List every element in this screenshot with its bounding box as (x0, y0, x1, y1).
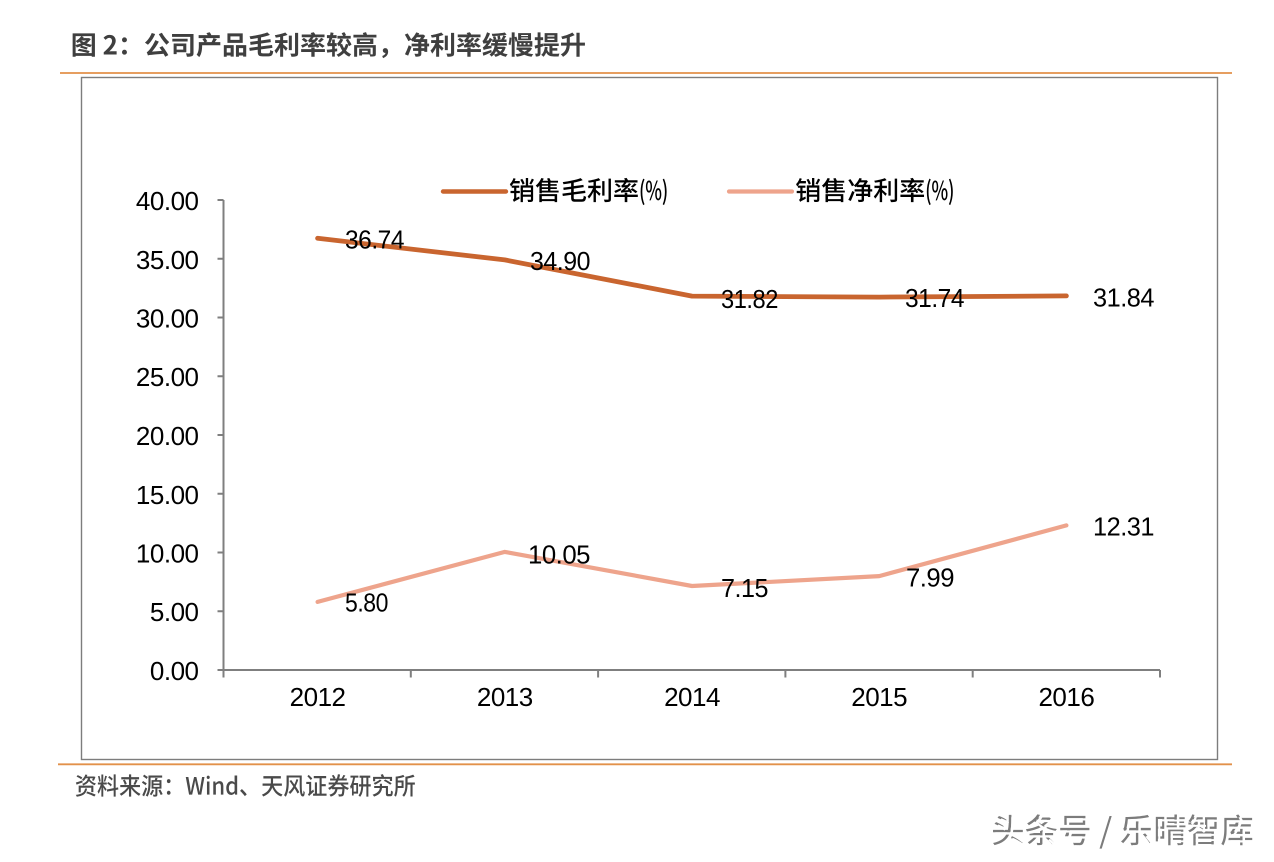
svg-text:5.00: 5.00 (150, 597, 199, 627)
svg-text:35.00: 35.00 (136, 245, 199, 275)
svg-text:2016: 2016 (1038, 682, 1094, 712)
svg-text:20.00: 20.00 (136, 421, 199, 451)
svg-text:31.82: 31.82 (721, 284, 778, 314)
svg-text:40.00: 40.00 (136, 186, 199, 216)
svg-text:5.80: 5.80 (345, 587, 388, 617)
svg-text:10.05: 10.05 (528, 539, 590, 569)
svg-text:7.99: 7.99 (906, 562, 954, 592)
svg-text:25.00: 25.00 (136, 362, 199, 392)
svg-text:31.84: 31.84 (1093, 282, 1154, 312)
svg-text:0.00: 0.00 (150, 656, 199, 686)
svg-text:34.90: 34.90 (530, 246, 590, 276)
svg-text:2012: 2012 (290, 682, 346, 712)
svg-text:2014: 2014 (664, 682, 720, 712)
svg-text:10.00: 10.00 (136, 539, 199, 569)
svg-text:36.74: 36.74 (345, 224, 404, 254)
svg-text:30.00: 30.00 (136, 304, 199, 334)
svg-text:15.00: 15.00 (136, 480, 199, 510)
svg-text:7.15: 7.15 (721, 573, 768, 603)
svg-text:31.74: 31.74 (905, 283, 964, 313)
svg-text:2015: 2015 (851, 682, 907, 712)
svg-text:2013: 2013 (477, 682, 533, 712)
svg-text:12.31: 12.31 (1093, 511, 1154, 541)
